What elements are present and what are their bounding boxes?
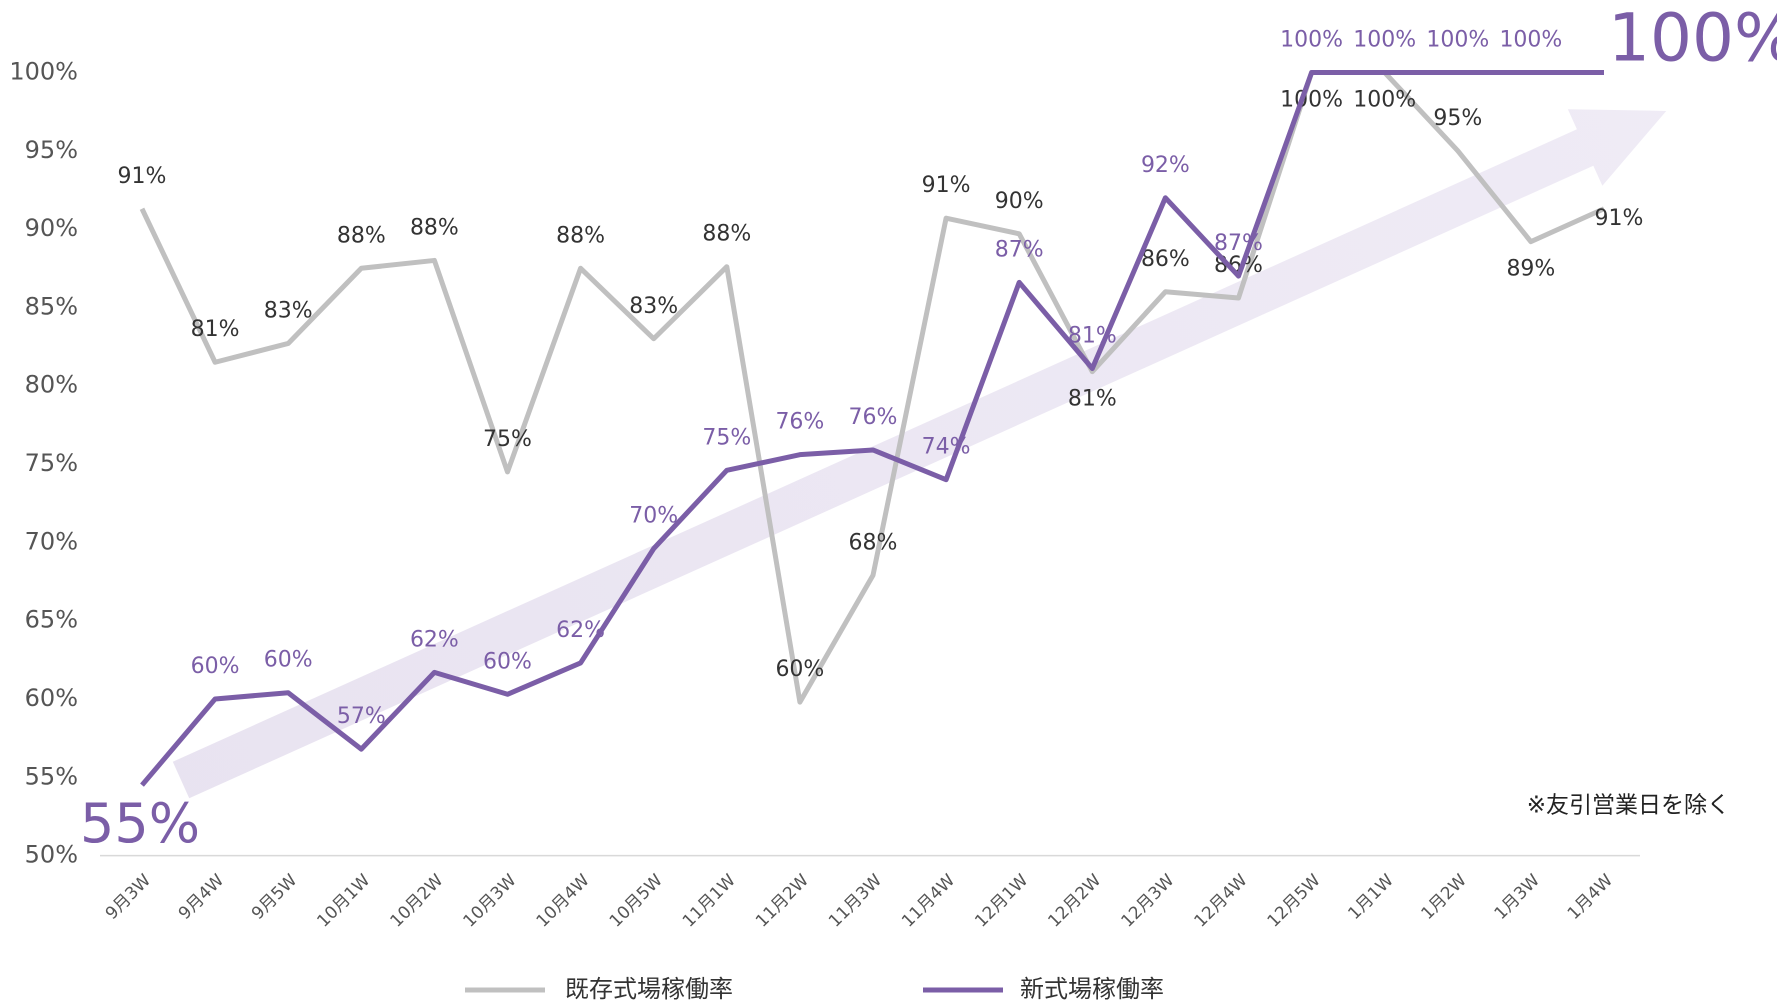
data-label: 62% [410, 627, 459, 652]
data-label: 74% [922, 435, 971, 460]
data-label: 100% [1280, 88, 1343, 113]
x-tick-label: 1月4W [1564, 870, 1617, 923]
data-label: 100% [1353, 28, 1416, 53]
data-label: 81% [191, 317, 240, 342]
y-tick-label: 55% [25, 762, 78, 790]
data-label: 60% [191, 654, 240, 679]
data-label: 89% [1506, 257, 1555, 282]
x-tick-label: 12月5W [1264, 870, 1325, 931]
series-line [139, 70, 1606, 705]
x-tick-label: 10月5W [606, 870, 667, 931]
data-label: 75% [702, 425, 751, 450]
y-tick-label: 65% [25, 606, 78, 634]
data-label: 92% [1141, 153, 1190, 178]
x-tick-label: 1月1W [1344, 870, 1397, 923]
data-label: 60% [264, 648, 313, 673]
x-tick-label: 9月3W [102, 870, 155, 923]
data-label: 81% [1068, 387, 1117, 412]
data-label: 88% [702, 222, 751, 247]
x-tick-label: 1月2W [1418, 870, 1471, 923]
y-tick-label: 75% [25, 449, 78, 477]
x-tick-label: 11月2W [752, 870, 813, 931]
x-tick-label: 10月3W [460, 870, 521, 931]
data-label: 100% [1280, 28, 1343, 53]
data-label: 100% [1499, 28, 1562, 53]
y-tick-label: 100% [9, 58, 78, 86]
data-label: 76% [775, 410, 824, 435]
data-label: 86% [1141, 247, 1190, 272]
annotation: ※友引営業日を除く [1527, 793, 1730, 819]
x-tick-label: 1月3W [1491, 870, 1544, 923]
x-tick-label: 10月2W [386, 870, 447, 931]
x-tick-label: 9月4W [175, 870, 228, 923]
x-tick-label: 9月5W [248, 870, 301, 923]
data-label: 91% [118, 164, 167, 189]
data-label: 81% [1068, 324, 1117, 349]
y-tick-label: 60% [25, 684, 78, 712]
data-label: 62% [556, 618, 605, 643]
x-tick-label: 12月4W [1191, 870, 1252, 931]
data-label: 88% [556, 223, 605, 248]
data-label: 88% [410, 215, 459, 240]
data-label: 83% [264, 298, 313, 323]
data-label: 100% [1608, 0, 1777, 77]
y-tick-label: 95% [25, 136, 78, 164]
data-label: 87% [995, 237, 1044, 262]
x-tick-label: 11月1W [679, 870, 740, 931]
y-tick-label: 90% [25, 214, 78, 242]
data-label: 76% [849, 405, 898, 430]
x-tick-label: 12月1W [971, 870, 1032, 931]
data-label: 91% [922, 173, 971, 198]
x-tick-label: 10月1W [313, 870, 374, 931]
series-line [140, 70, 1604, 787]
x-tick-label: 11月4W [898, 870, 959, 931]
x-tick-label: 11月3W [825, 870, 886, 931]
x-tick-label: 12月3W [1117, 870, 1178, 931]
x-tick-label: 12月2W [1044, 870, 1105, 931]
legend-label: 新式場稼働率 [1020, 975, 1164, 1003]
y-tick-label: 85% [25, 292, 78, 320]
y-tick-label: 50% [25, 841, 78, 869]
trend-arrow [172, 109, 1667, 799]
y-tick-label: 80% [25, 371, 78, 399]
data-label: 70% [629, 504, 678, 529]
x-tick-label: 10月4W [533, 870, 594, 931]
data-label: 100% [1426, 28, 1489, 53]
legend-label: 既存式場稼働率 [565, 975, 733, 1003]
data-label: 60% [775, 657, 824, 682]
data-label: 91% [1595, 206, 1644, 231]
data-label: 60% [483, 649, 532, 674]
data-label: 68% [849, 530, 898, 555]
data-label: 87% [1214, 231, 1263, 256]
y-tick-label: 70% [25, 527, 78, 555]
data-label: 75% [483, 427, 532, 452]
data-label: 100% [1353, 88, 1416, 113]
data-label: 57% [337, 704, 386, 729]
data-label: 95% [1433, 106, 1482, 131]
data-label: 90% [995, 189, 1044, 214]
data-label: 88% [337, 223, 386, 248]
data-label: 83% [629, 294, 678, 319]
data-label: 55% [80, 792, 200, 855]
